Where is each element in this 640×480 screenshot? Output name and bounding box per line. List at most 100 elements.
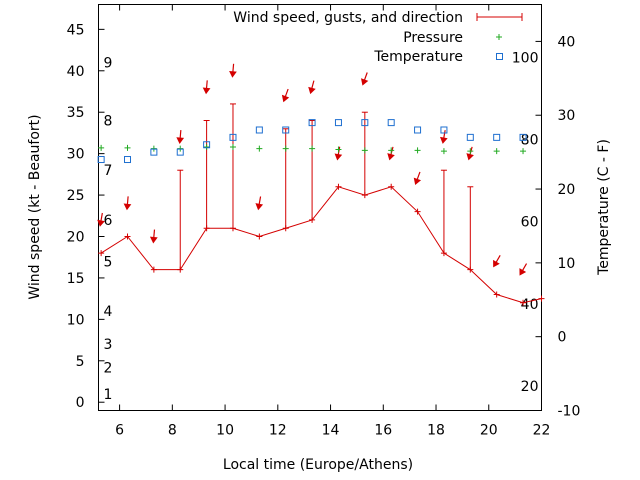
y-tick-label: 5 xyxy=(76,354,85,370)
wind-arrow-head xyxy=(440,136,448,144)
wind-direction-arrow xyxy=(229,63,237,78)
pressure-point xyxy=(124,144,131,151)
wind-speed-point xyxy=(98,250,105,257)
legend-pressure-plus xyxy=(496,34,502,40)
temperature-point xyxy=(203,141,211,149)
pressure-point xyxy=(335,146,342,153)
beaufort-label: 4 xyxy=(104,304,113,320)
wind-arrow-head xyxy=(176,137,185,145)
wind-arrow-head xyxy=(413,177,422,186)
wind-speed-point xyxy=(493,291,500,298)
wind-speed-point xyxy=(124,233,131,240)
x-tick-label: 10 xyxy=(216,423,234,439)
beaufort-label: 1 xyxy=(104,387,113,403)
wind-arrow-head xyxy=(202,87,211,95)
x-tick-label: 12 xyxy=(269,423,287,439)
pressure-point xyxy=(493,148,500,155)
axis-ticks xyxy=(98,4,542,411)
temperature-point xyxy=(176,148,184,156)
wind-direction-arrow xyxy=(413,171,422,186)
temperature-point xyxy=(440,126,448,134)
wind-direction-arrow xyxy=(97,212,105,227)
fahrenheit-label: 80 xyxy=(521,133,539,149)
y-tick-label: 25 xyxy=(67,188,85,204)
legend: Wind speed, gusts, and direction Pressur… xyxy=(233,10,523,65)
beaufort-label: 9 xyxy=(104,56,113,72)
tick-labels: 6 8 10 12 14 16 18 20 22051015202530354045-10010… xyxy=(67,22,581,438)
y-tick-label: 15 xyxy=(67,271,85,287)
pressure-point xyxy=(440,148,447,155)
y-tick-label: 45 xyxy=(67,22,85,38)
y2-tick-label: 30 xyxy=(558,108,576,124)
x-tick-label: 6 xyxy=(115,423,124,439)
wind-arrow-head xyxy=(149,236,158,244)
wind-speed-point xyxy=(388,183,395,190)
wind-speed-point xyxy=(520,299,527,306)
temperature-point xyxy=(229,133,237,141)
legend-pressure-marker xyxy=(496,34,502,40)
y2-tick-label: 20 xyxy=(558,182,576,198)
fahrenheit-label: 60 xyxy=(521,215,539,231)
wind-arrow-head xyxy=(493,259,500,268)
y-tick-label: 40 xyxy=(67,64,85,80)
y2-tick-label: 0 xyxy=(558,330,567,346)
pressure-point xyxy=(467,148,474,155)
temperature-point xyxy=(519,133,527,141)
beaufort-label: 5 xyxy=(104,254,113,270)
y-tick-label: 35 xyxy=(67,105,85,121)
x-axis-title: Local time (Europe/Athens) xyxy=(223,457,413,473)
legend-wind-label: Wind speed, gusts, and direction xyxy=(233,10,463,26)
wind-speed-point xyxy=(335,183,342,190)
temperature-point xyxy=(387,119,395,127)
beaufort-label: 8 xyxy=(104,114,113,130)
x-tick-label: 8 xyxy=(168,423,177,439)
y-tick-label: 30 xyxy=(67,147,85,163)
pressure-point xyxy=(414,147,421,154)
pressure-point xyxy=(256,145,263,152)
legend-temperature-marker xyxy=(496,53,503,60)
y2-tick-label: -10 xyxy=(558,404,581,420)
temperature-point xyxy=(282,126,290,134)
y-tick-label: 20 xyxy=(67,230,85,246)
wind-direction-arrow xyxy=(308,80,316,95)
wind-direction-arrow xyxy=(519,263,528,276)
wind-speed-point xyxy=(256,233,263,240)
fahrenheit-label: 20 xyxy=(521,379,539,395)
x-tick-label: 20 xyxy=(480,423,498,439)
temperature-point xyxy=(150,148,158,156)
pressure-point xyxy=(229,144,236,151)
pressure-point xyxy=(203,144,210,151)
wind-arrow-head xyxy=(519,268,527,276)
pressure-point xyxy=(282,145,289,152)
wind-arrow-head xyxy=(466,153,474,161)
wind-speed-point xyxy=(150,266,157,273)
wind-direction-arrow xyxy=(361,72,369,86)
wind-direction-arrow xyxy=(493,254,501,268)
temperature-series xyxy=(97,119,527,164)
temperature-point xyxy=(97,156,105,164)
temperature-point xyxy=(255,126,263,134)
y2-axis-title: Temperature (C - F) xyxy=(596,139,612,276)
y-tick-label: 10 xyxy=(67,312,85,328)
pressure-point xyxy=(98,144,105,151)
fahrenheit-label: 40 xyxy=(521,297,539,313)
x-tick-label: 14 xyxy=(322,423,340,439)
beaufort-label: 3 xyxy=(104,337,113,353)
temperature-point xyxy=(361,119,369,127)
plot-frame xyxy=(98,4,542,411)
wind-direction-arrow xyxy=(440,130,448,144)
wind-arrow-head xyxy=(97,219,105,227)
wind-direction-arrow xyxy=(176,130,185,145)
x-tick-label: 22 xyxy=(533,423,551,439)
wind-speed-point xyxy=(414,208,421,215)
beaufort-label: 2 xyxy=(104,360,113,376)
wind-direction-arrow xyxy=(334,146,343,161)
temperature-point xyxy=(124,156,132,164)
temperature-point xyxy=(493,133,501,141)
legend-temperature-label: Temperature xyxy=(373,49,463,65)
y-tick-label: 0 xyxy=(76,395,85,411)
wind-direction-arrow xyxy=(123,196,132,211)
temperature-point xyxy=(466,133,474,141)
fahrenheit-label: 100 xyxy=(512,51,539,67)
